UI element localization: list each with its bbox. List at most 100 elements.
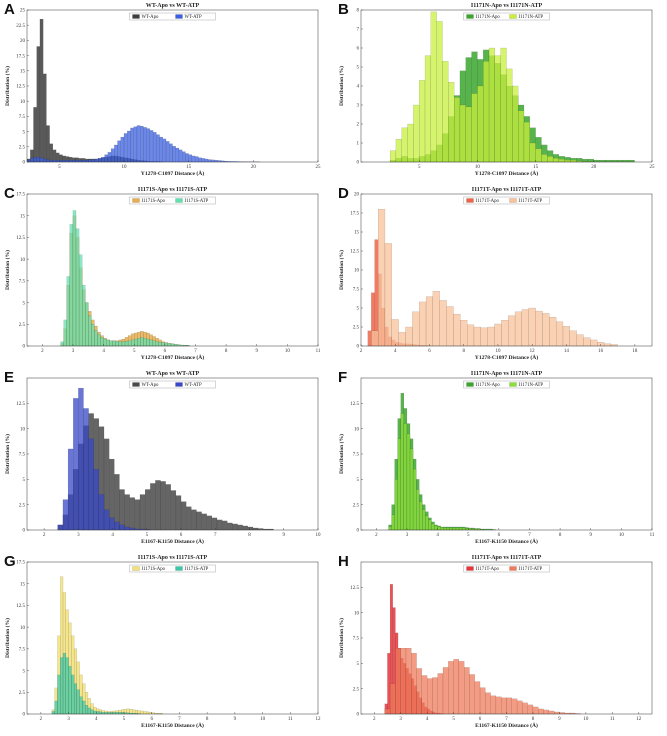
bar-i1171t-atp (538, 708, 544, 715)
x-tick-label: 2 (40, 717, 43, 722)
bar-wt-atp (140, 126, 144, 163)
bar-i1171n-atp (443, 527, 447, 531)
bar-wt-atp (30, 158, 34, 163)
bar-wt-atp (62, 499, 69, 531)
bar-i1171t-atp (569, 330, 577, 347)
chart-svg: G I1171S-Apo vs I1171S-ATP 0 2.5 5 7.5 10 12.5 1… (4, 553, 321, 729)
x-tick-label: 3 (77, 533, 80, 538)
bar-i1171n-apo (593, 159, 600, 163)
bar-i1171s-apo (148, 712, 152, 715)
bar-i1171n-atp (403, 423, 408, 531)
x-tick-label: 9 (589, 533, 592, 538)
bar-i1171s-atp (152, 340, 156, 347)
legend: I1171N-Apo I1171N-ATP (463, 12, 550, 21)
y-tick-label: 17.5 (16, 193, 25, 198)
x-axis-label: E1167-K1150 Distance (Å) (141, 537, 204, 545)
x-tick-label: 2 (43, 533, 46, 538)
bar-wt-apo (46, 125, 50, 163)
bar-i1171s-atp (85, 302, 89, 347)
bar-wt-atp (149, 130, 154, 163)
x-tick-label: 10 (122, 165, 128, 170)
bar-i1171s-atp (82, 285, 86, 347)
legend-swatch (466, 566, 474, 571)
legend: I1171S-Apo I1171S-ATP (129, 196, 216, 205)
bar-i1171s-atp (137, 338, 141, 347)
bar-wt-atp (65, 160, 70, 163)
x-tick-label: 7 (214, 533, 217, 538)
bar-i1171s-atp (69, 224, 74, 347)
y-tick-label: 7.5 (19, 453, 26, 458)
x-tick-label: 8 (532, 717, 535, 722)
bar-i1171n-atp (488, 47, 495, 163)
y-tick-label: 5 (23, 130, 26, 135)
bar-i1171n-atp (424, 55, 431, 163)
legend: I1171N-Apo I1171N-ATP (463, 380, 550, 389)
x-tick-label: 10 (475, 165, 481, 170)
bar-i1171s-atp (164, 342, 169, 347)
bar-i1171s-atp (68, 666, 72, 715)
x-tick-label: 11 (650, 533, 655, 538)
x-tick-label: 10 (495, 349, 501, 354)
y-tick-label: 0 (357, 713, 360, 718)
bar-i1171s-atp (112, 340, 116, 347)
legend-swatch (509, 198, 517, 203)
panel-letter: F (338, 369, 347, 386)
x-tick-label: 3 (406, 533, 409, 538)
bar-i1171s-atp (79, 696, 83, 715)
bar-i1171t-atp (583, 337, 591, 347)
bar-wt-atp (59, 160, 63, 163)
y-axis-label: Distribution (%) (4, 66, 11, 106)
bar-i1171t-apo (367, 330, 372, 347)
bar-i1171s-atp (60, 341, 64, 347)
x-tick-label: 4 (95, 717, 98, 722)
bar-wt-apo (129, 497, 135, 531)
chart-panel-b: B I1171N-Apo vs I1171N-ATP 0 1 2 3 4 5 6 7 8 5 10 15 2… (334, 0, 667, 184)
bar-wt-apo (206, 515, 213, 531)
bars (60, 210, 190, 347)
y-tick-label: 7 (357, 28, 360, 33)
bar-i1171n-atp (455, 527, 460, 531)
bar-i1171s-atp (127, 340, 132, 347)
bar-wt-atp (73, 398, 79, 531)
bar-i1171n-atp (452, 527, 457, 531)
bar-wt-atp (88, 159, 92, 163)
bar-wt-atp (78, 160, 83, 163)
bar-i1171s-atp (72, 210, 77, 347)
bar-i1171n-atp (547, 156, 554, 163)
legend-label: I1171S-Apo (142, 567, 166, 572)
legend-swatch (175, 566, 183, 571)
bar-i1171n-atp (483, 61, 490, 163)
bar-wt-apo (222, 520, 228, 531)
bar-wt-apo (39, 18, 44, 163)
bar-i1171n-apo (599, 159, 606, 163)
y-tick-label: 12.5 (16, 604, 25, 609)
bars (384, 584, 581, 715)
legend-box (129, 380, 216, 389)
y-tick-label: 7.5 (19, 115, 26, 120)
bar-i1171t-atp (501, 697, 507, 715)
bar-wt-apo (237, 524, 243, 531)
legend-swatch (132, 382, 140, 387)
panel-letter: B (338, 1, 349, 18)
y-tick-label: 7.5 (19, 280, 26, 285)
x-tick-label: 8 (206, 717, 209, 722)
legend-label: I1171S-ATP (185, 567, 209, 572)
bars (389, 11, 635, 163)
bar-i1171s-atp (75, 228, 80, 347)
bar-i1171n-atp (430, 11, 437, 163)
bar-i1171s-atp (97, 334, 101, 347)
bar-i1171n-atp (412, 469, 417, 531)
bar-i1171s-atp (91, 324, 95, 347)
y-tick-label: 2.5 (19, 323, 26, 328)
legend-box (463, 12, 550, 21)
bar-i1171s-atp (161, 342, 165, 347)
x-tick-label: 6 (498, 533, 501, 538)
bar-wt-apo (119, 489, 125, 531)
bar-i1171t-atp (501, 320, 509, 347)
chart-panel-f: F I1171N-Apo vs I1171N-ATP 0 2.5 5 7.5 10 12.5 2… (334, 368, 667, 552)
y-tick-label: 1 (357, 142, 360, 147)
bar-i1171n-atp (523, 121, 530, 163)
bar-i1171n-atp (388, 526, 392, 531)
bar-i1171s-atp (146, 338, 150, 347)
x-tick-label: 20 (251, 165, 257, 170)
